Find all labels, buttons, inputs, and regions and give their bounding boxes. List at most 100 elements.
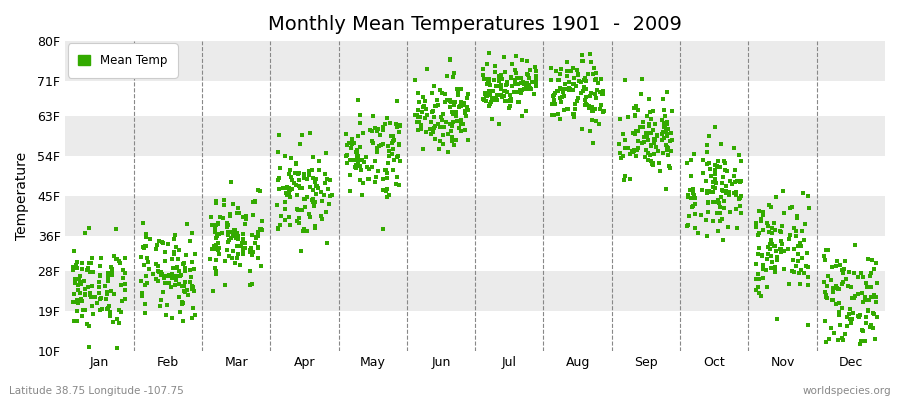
Point bbox=[659, 128, 673, 134]
Point bbox=[769, 248, 783, 254]
Point bbox=[626, 105, 641, 111]
Point bbox=[523, 85, 537, 91]
Point bbox=[340, 142, 355, 148]
Point bbox=[504, 98, 518, 104]
Point bbox=[763, 237, 778, 244]
Point bbox=[644, 142, 659, 148]
Point bbox=[151, 263, 166, 269]
Point bbox=[715, 186, 729, 193]
Point bbox=[834, 304, 849, 311]
Point bbox=[366, 113, 381, 119]
Point bbox=[595, 87, 609, 94]
Point bbox=[594, 102, 608, 108]
Point bbox=[835, 269, 850, 276]
Point bbox=[650, 132, 664, 138]
Point bbox=[728, 188, 742, 195]
Point bbox=[629, 103, 643, 109]
Point bbox=[727, 167, 742, 174]
Point bbox=[482, 81, 497, 88]
Point bbox=[254, 226, 268, 232]
Point bbox=[449, 113, 464, 120]
Point bbox=[230, 235, 244, 242]
Point bbox=[544, 76, 558, 83]
Point bbox=[760, 256, 774, 262]
Point bbox=[728, 206, 742, 212]
Point bbox=[664, 130, 679, 136]
Point bbox=[384, 140, 399, 146]
Point bbox=[156, 240, 170, 246]
Point bbox=[294, 207, 309, 213]
Point bbox=[581, 102, 596, 109]
Point bbox=[760, 251, 775, 257]
Point bbox=[717, 198, 732, 204]
Point bbox=[446, 123, 460, 129]
Point bbox=[560, 73, 574, 79]
Point bbox=[454, 102, 469, 109]
Point bbox=[348, 162, 363, 168]
Point bbox=[846, 310, 860, 316]
Point bbox=[437, 124, 452, 131]
Point bbox=[318, 170, 332, 177]
Point bbox=[426, 129, 440, 136]
Point bbox=[209, 234, 223, 241]
Point bbox=[280, 191, 294, 198]
Point bbox=[390, 174, 404, 180]
Point bbox=[782, 280, 796, 287]
Point bbox=[553, 85, 567, 92]
Point bbox=[589, 118, 603, 124]
Point bbox=[825, 297, 840, 303]
Point bbox=[559, 68, 573, 74]
Point bbox=[353, 143, 367, 150]
Point bbox=[446, 98, 460, 105]
Point bbox=[655, 128, 670, 135]
Point bbox=[94, 255, 109, 262]
Point bbox=[504, 96, 518, 102]
Point bbox=[392, 152, 406, 159]
Point bbox=[226, 248, 240, 254]
Point bbox=[445, 128, 459, 134]
Point bbox=[864, 322, 878, 328]
Bar bbox=[66, 236, 885, 272]
Point bbox=[646, 160, 661, 166]
Point bbox=[594, 90, 608, 97]
Point bbox=[499, 82, 513, 88]
Point bbox=[719, 190, 733, 196]
Point bbox=[568, 100, 582, 107]
Point bbox=[384, 150, 399, 157]
Point bbox=[613, 150, 627, 156]
Point bbox=[631, 128, 645, 134]
Point bbox=[777, 248, 791, 254]
Point bbox=[832, 322, 847, 328]
Point bbox=[456, 99, 471, 106]
Point bbox=[371, 168, 385, 174]
Point bbox=[136, 220, 150, 226]
Point bbox=[789, 228, 804, 234]
Point bbox=[167, 282, 182, 289]
Point bbox=[386, 146, 400, 152]
Point bbox=[185, 284, 200, 290]
Point bbox=[554, 98, 569, 105]
Point bbox=[168, 244, 183, 251]
Point bbox=[765, 240, 779, 247]
Point bbox=[176, 282, 191, 289]
Point bbox=[187, 266, 202, 272]
Point bbox=[210, 233, 224, 240]
Point bbox=[867, 266, 881, 272]
Point bbox=[713, 218, 727, 224]
Point bbox=[658, 122, 672, 128]
Point bbox=[565, 65, 580, 72]
Point bbox=[706, 184, 721, 190]
Point bbox=[500, 81, 515, 87]
Point bbox=[67, 264, 81, 271]
Point bbox=[576, 84, 590, 90]
Point bbox=[75, 313, 89, 320]
Point bbox=[101, 270, 115, 276]
Point bbox=[242, 268, 256, 274]
Point bbox=[282, 170, 296, 177]
Point bbox=[865, 257, 879, 264]
Point bbox=[786, 257, 800, 263]
Point bbox=[166, 275, 180, 282]
Point bbox=[488, 63, 502, 69]
Point bbox=[218, 282, 232, 288]
Point bbox=[777, 210, 791, 216]
